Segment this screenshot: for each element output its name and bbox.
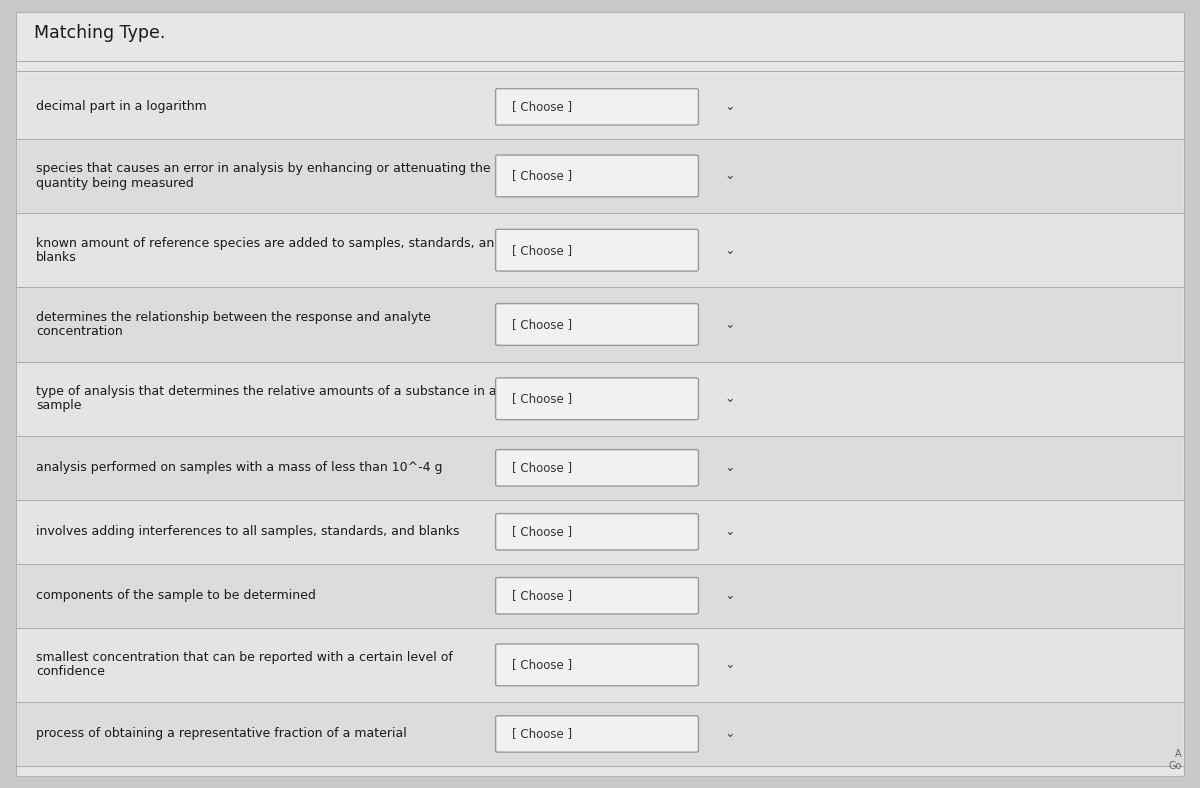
Text: smallest concentration that can be reported with a certain level of: smallest concentration that can be repor…: [36, 651, 452, 664]
Text: [ Choose ]: [ Choose ]: [512, 658, 572, 671]
Text: ⌄: ⌄: [725, 243, 734, 257]
Text: [ Choose ]: [ Choose ]: [512, 169, 572, 183]
Bar: [17, 288, 1183, 362]
FancyBboxPatch shape: [496, 578, 698, 614]
Text: type of analysis that determines the relative amounts of a substance in a: type of analysis that determines the rel…: [36, 385, 497, 398]
Bar: [17, 500, 1183, 563]
Text: analysis performed on samples with a mass of less than 10^-4 g: analysis performed on samples with a mas…: [36, 461, 443, 474]
Text: determines the relationship between the response and analyte: determines the relationship between the …: [36, 311, 431, 324]
Bar: [17, 213, 1183, 288]
Text: ⌄: ⌄: [725, 169, 734, 183]
Text: process of obtaining a representative fraction of a material: process of obtaining a representative fr…: [36, 727, 407, 741]
Text: blanks: blanks: [36, 251, 77, 264]
Bar: [17, 139, 1183, 213]
Text: components of the sample to be determined: components of the sample to be determine…: [36, 589, 316, 602]
Text: [ Choose ]: [ Choose ]: [512, 461, 572, 474]
FancyBboxPatch shape: [496, 716, 698, 753]
Text: species that causes an error in analysis by enhancing or attenuating the: species that causes an error in analysis…: [36, 162, 491, 176]
Text: concentration: concentration: [36, 325, 122, 338]
Text: ⌄: ⌄: [725, 318, 734, 331]
Bar: [17, 75, 1183, 139]
Text: [ Choose ]: [ Choose ]: [512, 392, 572, 405]
Text: [ Choose ]: [ Choose ]: [512, 243, 572, 257]
Text: decimal part in a logarithm: decimal part in a logarithm: [36, 100, 206, 113]
Text: ⌄: ⌄: [725, 100, 734, 113]
Text: involves adding interferences to all samples, standards, and blanks: involves adding interferences to all sam…: [36, 526, 460, 538]
Text: known amount of reference species are added to samples, standards, and: known amount of reference species are ad…: [36, 236, 503, 250]
FancyBboxPatch shape: [496, 644, 698, 686]
Text: [ Choose ]: [ Choose ]: [512, 100, 572, 113]
FancyBboxPatch shape: [496, 514, 698, 550]
Text: ⌄: ⌄: [725, 589, 734, 602]
FancyBboxPatch shape: [496, 155, 698, 197]
FancyBboxPatch shape: [496, 88, 698, 125]
Bar: [17, 702, 1183, 766]
Bar: [17, 563, 1183, 628]
Text: ⌄: ⌄: [725, 392, 734, 405]
Text: [ Choose ]: [ Choose ]: [512, 727, 572, 741]
Text: ⌄: ⌄: [725, 658, 734, 671]
Text: ⌄: ⌄: [725, 727, 734, 741]
Text: [ Choose ]: [ Choose ]: [512, 589, 572, 602]
Bar: [17, 362, 1183, 436]
Text: A
Go: A Go: [1169, 749, 1182, 771]
Bar: [17, 628, 1183, 702]
FancyBboxPatch shape: [496, 229, 698, 271]
Text: [ Choose ]: [ Choose ]: [512, 526, 572, 538]
Bar: [17, 436, 1183, 500]
FancyBboxPatch shape: [496, 378, 698, 420]
Text: ⌄: ⌄: [725, 526, 734, 538]
Text: quantity being measured: quantity being measured: [36, 177, 193, 190]
Text: sample: sample: [36, 400, 82, 412]
Text: Matching Type.: Matching Type.: [34, 24, 164, 42]
FancyBboxPatch shape: [496, 450, 698, 486]
Text: ⌄: ⌄: [725, 461, 734, 474]
Text: [ Choose ]: [ Choose ]: [512, 318, 572, 331]
FancyBboxPatch shape: [496, 303, 698, 345]
Text: confidence: confidence: [36, 665, 104, 678]
